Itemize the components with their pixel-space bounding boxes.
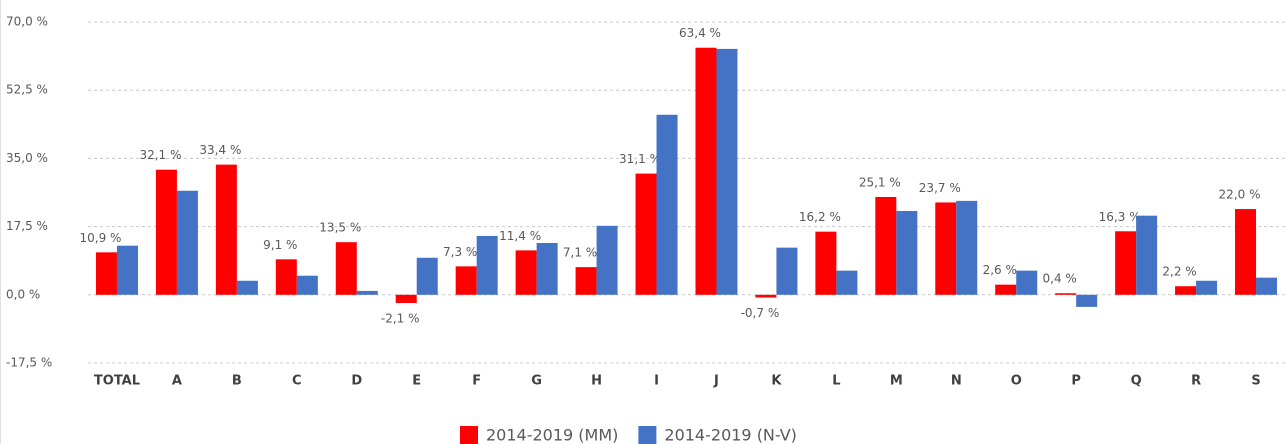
x-tick-label: Q: [1131, 374, 1142, 389]
bar: [815, 231, 837, 295]
bar: [416, 257, 438, 295]
value-label: 2,6 %: [983, 263, 1017, 277]
bar: [1136, 215, 1158, 295]
x-tick-label: N: [951, 374, 962, 389]
x-tick-label: R: [1191, 374, 1201, 389]
bar: [875, 196, 897, 295]
value-label: 63,4 %: [679, 26, 721, 40]
bar: [455, 266, 477, 295]
value-label: 9,1 %: [263, 238, 297, 252]
value-label: 25,1 %: [859, 175, 901, 189]
x-tick-label: E: [412, 374, 421, 389]
bar: [695, 47, 717, 295]
x-tick-label: H: [591, 374, 602, 389]
bar: [1256, 277, 1278, 295]
y-tick-label: 17,5 %: [6, 219, 48, 233]
bar: [716, 48, 738, 295]
x-tick-label: J: [713, 374, 719, 389]
bar: [155, 169, 177, 295]
value-label: 22,0 %: [1219, 188, 1261, 202]
bar: [176, 190, 198, 295]
x-tick-label: TOTAL: [94, 374, 140, 389]
bar: [116, 245, 138, 295]
value-label: 7,1 %: [563, 246, 597, 260]
x-tick-label: F: [472, 374, 481, 389]
x-tick-label: M: [890, 374, 903, 389]
value-label: 32,1 %: [139, 148, 181, 162]
bar: [536, 242, 558, 295]
value-label: 16,3 %: [1099, 210, 1141, 224]
bar: [236, 280, 258, 295]
bar: [335, 242, 357, 295]
bar: [1016, 270, 1038, 295]
legend-label: 2014-2019 (N-V): [664, 426, 797, 444]
y-tick-label: 35,0 %: [6, 151, 48, 165]
bar: [995, 284, 1017, 295]
value-label: 0,4 %: [1043, 272, 1077, 286]
x-tick-label: L: [832, 374, 840, 389]
value-label: 10,9 %: [80, 231, 122, 245]
bar: [575, 267, 597, 295]
legend-label: 2014-2019 (MM): [486, 426, 618, 444]
value-label: 31,1 %: [619, 152, 661, 166]
bar: [1175, 286, 1197, 295]
y-tick-label: 52,5 %: [6, 83, 48, 97]
bar: [215, 164, 237, 295]
value-label: 7,3 %: [443, 245, 477, 259]
bar: [956, 200, 978, 295]
value-label: 11,4 %: [499, 229, 541, 243]
bar: [635, 173, 657, 295]
y-tick-label: 0,0 %: [6, 287, 40, 301]
x-tick-label: P: [1071, 374, 1081, 389]
value-label: -2,1 %: [381, 311, 420, 325]
y-tick-label: -17,5 %: [6, 356, 52, 370]
value-label: -0,7 %: [741, 306, 780, 320]
x-tick-label: K: [771, 374, 782, 389]
x-tick-label: A: [172, 374, 182, 389]
bar: [296, 275, 318, 295]
bar: [836, 270, 858, 295]
bar: [95, 252, 117, 295]
bar: [476, 235, 498, 295]
y-tick-label: 70,0 %: [6, 15, 48, 29]
bar: [656, 114, 678, 295]
bar: [1115, 231, 1137, 295]
bar: [1076, 294, 1098, 307]
x-tick-label: O: [1011, 374, 1022, 389]
x-tick-label: D: [351, 374, 362, 389]
bar: [776, 247, 798, 295]
legend-swatch: [460, 426, 478, 444]
x-tick-label: I: [654, 374, 659, 389]
bar: [356, 290, 378, 295]
value-label: 13,5 %: [319, 221, 361, 235]
x-tick-label: G: [531, 374, 542, 389]
bar: [275, 259, 297, 295]
bar: [755, 294, 777, 298]
x-tick-label: B: [232, 374, 242, 389]
value-label: 2,2 %: [1162, 265, 1196, 279]
bar: [596, 225, 618, 295]
x-tick-label: C: [292, 374, 302, 389]
bar: [1055, 293, 1077, 295]
bar: [896, 211, 918, 295]
bar: [395, 294, 417, 303]
bar: [935, 202, 957, 295]
bar: [1196, 280, 1218, 295]
value-label: 23,7 %: [919, 181, 961, 195]
bar: [515, 250, 537, 295]
legend-swatch: [638, 426, 657, 444]
value-label: 16,2 %: [799, 210, 841, 224]
bar: [1235, 209, 1257, 295]
value-label: 33,4 %: [199, 143, 241, 157]
x-tick-label: S: [1251, 374, 1260, 389]
